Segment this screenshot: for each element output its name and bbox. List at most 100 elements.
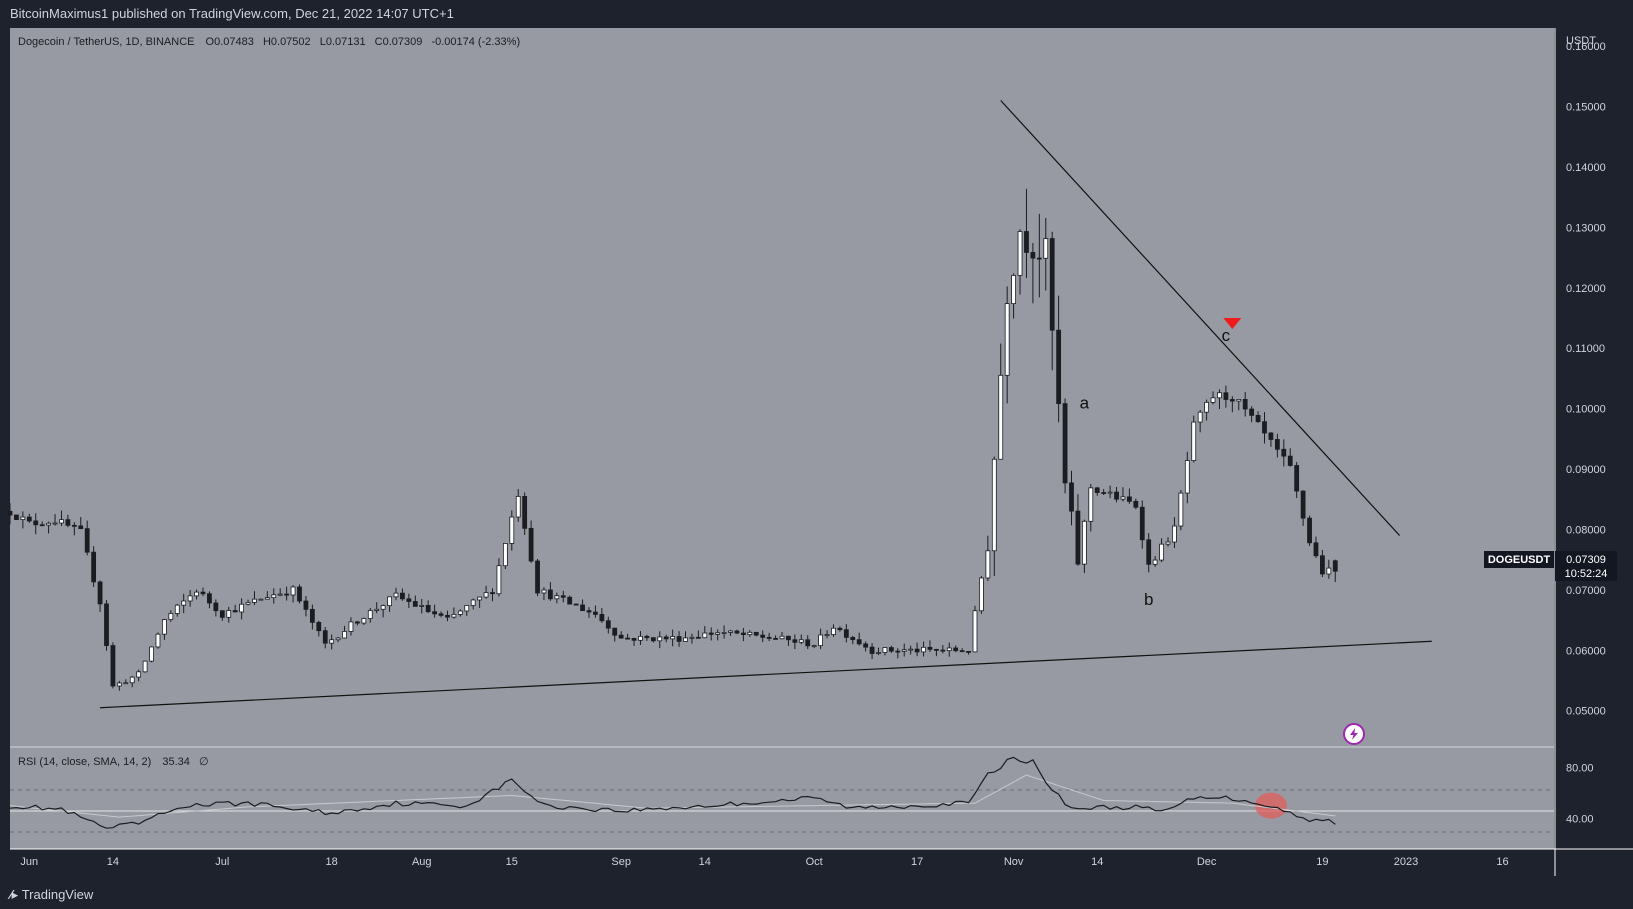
candle-body[interactable] [515, 496, 521, 518]
time-tick-label[interactable]: Aug [412, 856, 432, 868]
candle-body[interactable] [207, 593, 212, 604]
candle-body[interactable] [760, 634, 766, 638]
candle-body[interactable] [1146, 539, 1152, 565]
candle-body[interactable] [1249, 408, 1255, 416]
candle-body[interactable] [438, 613, 444, 616]
candle-body[interactable] [361, 618, 367, 624]
candle-body[interactable] [258, 598, 264, 601]
candle-body[interactable] [1024, 231, 1029, 253]
price-tick-label[interactable]: 0.14000 [1566, 162, 1606, 174]
time-axis[interactable]: Jun 14 Jul 18 Aug 15 Sep 14 Oct 17 Nov 14 Dec 19 2023 1… [20, 856, 1508, 868]
candle-body[interactable] [856, 639, 862, 645]
candle-body[interactable] [213, 602, 219, 612]
candle-body[interactable] [766, 636, 772, 639]
candle-body[interactable] [502, 543, 508, 567]
candle-body[interactable] [593, 611, 598, 615]
candle-body[interactable] [1036, 257, 1042, 260]
candle-body[interactable] [702, 632, 708, 639]
candle-body[interactable] [1069, 482, 1074, 512]
candle-body[interactable] [663, 636, 669, 640]
time-tick-label[interactable]: Jun [20, 856, 38, 868]
candle-body[interactable] [355, 621, 360, 624]
candle-body[interactable] [78, 525, 84, 530]
rsi-lines[interactable] [9, 756, 1336, 829]
candle-body[interactable] [708, 632, 714, 635]
candle-body[interactable] [470, 599, 476, 606]
candle-body[interactable] [554, 595, 560, 600]
candle-body[interactable] [277, 593, 283, 596]
candle-body[interactable] [605, 620, 611, 629]
candle-body[interactable] [1056, 329, 1062, 405]
candle-body[interactable] [1307, 517, 1312, 544]
candle-body[interactable] [612, 627, 618, 636]
candle-body[interactable] [638, 635, 643, 641]
footer-brand[interactable]: TradingView [21, 887, 94, 902]
candle-body[interactable] [895, 650, 901, 653]
candle-body[interactable] [509, 516, 515, 544]
candle-body[interactable] [985, 550, 991, 579]
time-tick-label[interactable]: 18 [326, 856, 338, 868]
candle-body[interactable] [625, 637, 630, 640]
candle-body[interactable] [1165, 541, 1171, 545]
time-tick-label[interactable]: Jul [215, 856, 229, 868]
candle-body[interactable] [33, 520, 39, 526]
candle-body[interactable] [567, 596, 573, 605]
candle-body[interactable] [1178, 492, 1184, 527]
candle-body[interactable] [425, 605, 431, 613]
candle-body[interactable] [239, 603, 244, 613]
candle-body[interactable] [1152, 559, 1158, 565]
candle-body[interactable] [219, 610, 225, 618]
lightning-icon[interactable] [1343, 723, 1365, 745]
candle-body[interactable] [445, 614, 450, 618]
candle-body[interactable] [683, 637, 688, 642]
candle-body[interactable] [7, 510, 13, 516]
candle-body[interactable] [869, 646, 875, 654]
candle-body[interactable] [309, 608, 315, 623]
rsi-axis[interactable]: 80.00 40.00 [1566, 762, 1594, 825]
annotations[interactable]: a b c [1080, 318, 1242, 609]
candle-body[interactable] [1217, 392, 1222, 399]
candle-body[interactable] [168, 613, 174, 620]
candle-body[interactable] [400, 592, 405, 600]
candle-body[interactable] [786, 635, 791, 641]
candle-body[interactable] [1223, 392, 1229, 400]
candle-body[interactable] [1236, 398, 1242, 402]
candle-body[interactable] [335, 637, 341, 641]
candle-body[interactable] [1127, 496, 1132, 502]
candle-body[interactable] [618, 634, 624, 639]
candle-body[interactable] [1062, 403, 1068, 484]
rsi-line[interactable] [9, 756, 1336, 829]
candle-body[interactable] [477, 596, 483, 601]
candle-body[interactable] [264, 597, 270, 600]
trendline-support[interactable] [100, 640, 1432, 709]
candle-body[interactable] [316, 621, 322, 632]
candle-body[interactable] [451, 614, 457, 618]
candle-body[interactable] [380, 605, 386, 610]
candle-body[interactable] [657, 636, 663, 642]
candle-body[interactable] [972, 610, 978, 653]
price-tick-label[interactable]: 0.08000 [1566, 524, 1606, 536]
candle-body[interactable] [457, 610, 463, 615]
candle-body[interactable] [1139, 506, 1145, 541]
price-tick-label[interactable]: 0.15000 [1566, 102, 1606, 114]
candle-body[interactable] [863, 643, 869, 648]
price-axis[interactable]: 0.16000 0.15000 0.14000 0.13000 0.12000 0.110… [1566, 41, 1606, 718]
price-tick-label[interactable]: 0.12000 [1566, 283, 1606, 295]
price-tick-label[interactable]: 0.16000 [1566, 41, 1606, 53]
candle-body[interactable] [940, 649, 946, 652]
candle-body[interactable] [52, 522, 58, 525]
candle-body[interactable] [650, 637, 656, 642]
candle-body[interactable] [1210, 397, 1216, 403]
candle-body[interactable] [348, 621, 354, 632]
candle-body[interactable] [322, 630, 328, 644]
candle-body[interactable] [541, 589, 547, 594]
candle-body[interactable] [1133, 500, 1139, 508]
candle-body[interactable] [1043, 238, 1049, 259]
candle-body[interactable] [741, 632, 746, 635]
candle-body[interactable] [959, 650, 965, 653]
candle-body[interactable] [522, 496, 528, 529]
tradingview-logo-icon[interactable]: ⁄▸ [10, 887, 18, 902]
candle-body[interactable] [953, 647, 959, 652]
time-tick-label[interactable]: 14 [699, 856, 711, 868]
candle-body[interactable] [991, 458, 997, 552]
